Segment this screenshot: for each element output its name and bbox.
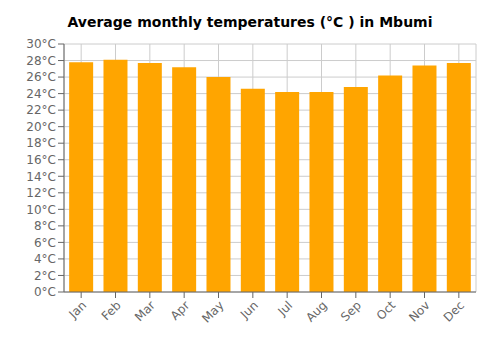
svg-text:Feb: Feb: [99, 298, 124, 323]
svg-text:14°C: 14°C: [26, 170, 56, 184]
svg-text:Apr: Apr: [168, 298, 193, 323]
svg-text:Jun: Jun: [237, 298, 261, 322]
svg-text:30°C: 30°C: [26, 37, 56, 51]
svg-text:Dec: Dec: [441, 298, 467, 324]
svg-text:8°C: 8°C: [34, 219, 56, 233]
html-text:Average monthly temperatures (: Average monthly temperatures (°C ) in Mb…: [67, 14, 433, 30]
svg-text:18°C: 18°C: [26, 136, 56, 150]
svg-text:6°C: 6°C: [34, 236, 56, 250]
svg-text:Jul: Jul: [274, 298, 295, 319]
svg-text:Mar: Mar: [132, 298, 158, 324]
svg-text:12°C: 12°C: [26, 186, 56, 200]
svg-text:Aug: Aug: [303, 298, 329, 324]
svg-text:2°C: 2°C: [34, 269, 56, 283]
svg-text:10°C: 10°C: [26, 203, 56, 217]
svg-text:16°C: 16°C: [26, 153, 56, 167]
svg-text:May: May: [199, 298, 226, 325]
svg-text:Jan: Jan: [66, 298, 90, 322]
svg-text:Nov: Nov: [406, 298, 432, 324]
svg-text:20°C: 20°C: [26, 120, 56, 134]
svg-text:Oct: Oct: [374, 298, 399, 323]
svg-text:0°C: 0°C: [34, 285, 56, 299]
svg-text:Sep: Sep: [338, 298, 364, 324]
svg-text:4°C: 4°C: [34, 252, 56, 266]
svg-text:24°C: 24°C: [26, 87, 56, 101]
svg-text:22°C: 22°C: [26, 103, 56, 117]
svg-text:28°C: 28°C: [26, 54, 56, 68]
svg-text:26°C: 26°C: [26, 70, 56, 84]
